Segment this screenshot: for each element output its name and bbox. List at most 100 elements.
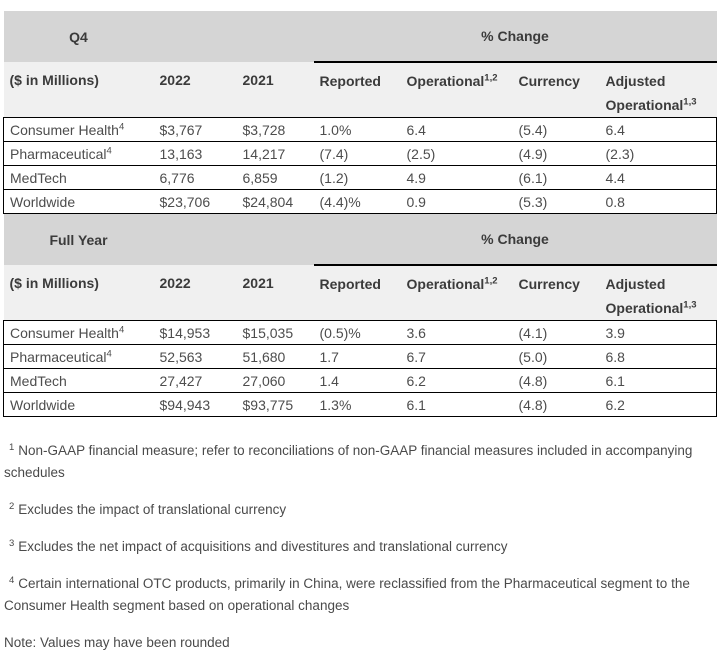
segment-cell: Pharmaceutical4 xyxy=(3,344,154,369)
footnote-ref: 1,2 xyxy=(484,72,498,84)
segment-cell: Consumer Health4 xyxy=(3,320,154,345)
footnote-3: 3 Excludes the net impact of acquisitions… xyxy=(4,536,706,558)
footnote-number: 2 xyxy=(9,500,15,512)
value-2021-cell: 6,859 xyxy=(236,165,314,190)
col-header-reported: Reported xyxy=(313,264,401,321)
table-row: MedTech 27,427 27,060 1.4 6.2 (4.8) 6.1 xyxy=(3,368,717,393)
operational-cell: 3.6 xyxy=(400,320,513,345)
reported-cell: 1.4 xyxy=(313,368,401,393)
segment-cell: Consumer Health4 xyxy=(3,117,154,142)
segment-label: MedTech xyxy=(10,372,67,389)
col-header-money: ($ in Millions) xyxy=(9,275,99,291)
value-2022-cell: 6,776 xyxy=(153,165,237,190)
reported-cell: (4.4)% xyxy=(313,189,401,214)
full-year-section-band: Full Year % Change xyxy=(3,214,717,265)
footnote-2: 2 Excludes the impact of translational cu… xyxy=(4,499,706,521)
footnote-text: Excludes the impact of translational cur… xyxy=(18,502,287,517)
footnote-text: Excludes the net impact of acquisitions … xyxy=(18,539,508,554)
value-2021-cell: $93,775 xyxy=(236,392,314,417)
col-header-2022: 2022 xyxy=(159,275,191,291)
value-2021-cell: 27,060 xyxy=(236,368,314,393)
full-year-results-table: Full Year % Change ($ in Millions) 2022 … xyxy=(3,214,717,417)
currency-cell: (4.1) xyxy=(512,320,600,345)
q4-column-header-row: ($ in Millions) 2022 2021 Reported Opera… xyxy=(3,61,717,118)
band-spacer xyxy=(154,214,314,265)
adjusted-cell: 4.4 xyxy=(599,165,717,190)
footnote-number: 3 xyxy=(9,537,15,549)
value-2022-cell: 27,427 xyxy=(153,368,237,393)
value-2021-cell: 51,680 xyxy=(236,344,314,369)
value-2022-cell: $23,706 xyxy=(153,189,237,214)
col-header-operational-label: Operational xyxy=(406,276,485,292)
footnote-1: 1 Non-GAAP financial measure; refer to re… xyxy=(4,440,706,484)
pct-change-label: % Change xyxy=(481,231,549,247)
operational-cell: 0.9 xyxy=(400,189,513,214)
value-2021-cell: 14,217 xyxy=(236,141,314,166)
adjusted-cell: (2.3) xyxy=(599,141,717,166)
footnote-ref: 4 xyxy=(118,120,125,132)
col-header-currency: Currency xyxy=(512,264,600,321)
table-row: Consumer Health4 $14,953 $15,035 (0.5)% … xyxy=(3,320,717,345)
col-header-operational-label: Operational xyxy=(406,73,485,89)
footnote-ref: 4 xyxy=(106,347,112,359)
period-label: Q4 xyxy=(69,28,88,45)
operational-cell: 6.7 xyxy=(400,344,513,369)
value-2021-cell: $3,728 xyxy=(236,117,314,142)
segment-label: Pharmaceutical xyxy=(10,145,107,162)
q4-results-table: Q4 % Change ($ in Millions) 2022 2021 Re… xyxy=(3,11,717,214)
col-header-money: ($ in Millions) xyxy=(9,72,99,88)
value-2022-cell: 52,563 xyxy=(153,344,237,369)
footnote-ref: 1,3 xyxy=(683,299,697,311)
adjusted-cell: 6.2 xyxy=(599,392,717,417)
table-row: MedTech 6,776 6,859 (1.2) 4.9 (6.1) 4.4 xyxy=(3,165,717,190)
value-2022-cell: $94,943 xyxy=(153,392,237,417)
adjusted-cell: 6.4 xyxy=(599,117,717,142)
value-2021-cell: $15,035 xyxy=(236,320,314,345)
col-header-adjusted: Adjusted Operational1,3 xyxy=(599,264,717,321)
footnote-text: Non-GAAP financial measure; refer to rec… xyxy=(4,443,693,480)
operational-cell: 4.9 xyxy=(400,165,513,190)
col-header-2021: 2021 xyxy=(242,72,274,88)
reported-cell: (1.2) xyxy=(313,165,401,190)
reported-cell: 1.3% xyxy=(313,392,401,417)
operational-cell: 6.1 xyxy=(400,392,513,417)
currency-cell: (6.1) xyxy=(512,165,600,190)
rounding-note: Note: Values may have been rounded xyxy=(4,635,230,650)
col-header-2022: 2022 xyxy=(159,72,191,88)
col-header-adjusted: Adjusted Operational1,3 xyxy=(599,61,717,118)
segment-label: MedTech xyxy=(10,169,67,186)
operational-cell: 6.4 xyxy=(400,117,513,142)
q4-section-band: Q4 % Change xyxy=(3,11,717,62)
col-header-operational: Operational1,2 xyxy=(400,264,513,321)
table-row: Pharmaceutical4 13,163 14,217 (7.4) (2.5… xyxy=(3,141,717,166)
segment-cell: Pharmaceutical4 xyxy=(3,141,154,166)
col-header-currency: Currency xyxy=(512,61,600,118)
currency-cell: (4.9) xyxy=(512,141,600,166)
footnote-ref: 4 xyxy=(106,144,112,156)
col-header-2021: 2021 xyxy=(242,275,274,291)
table-row: Pharmaceutical4 52,563 51,680 1.7 6.7 (5… xyxy=(3,344,717,369)
band-spacer xyxy=(154,11,314,62)
segment-cell: Worldwide xyxy=(3,189,154,214)
currency-cell: (4.8) xyxy=(512,392,600,417)
segment-label: Worldwide xyxy=(10,396,76,413)
segment-label: Worldwide xyxy=(10,193,76,210)
reported-cell: (0.5)% xyxy=(313,320,401,345)
value-2022-cell: $14,953 xyxy=(153,320,237,345)
footnote-number: 4 xyxy=(9,574,15,586)
currency-cell: (4.8) xyxy=(512,368,600,393)
value-2022-cell: 13,163 xyxy=(153,141,237,166)
adjusted-cell: 6.8 xyxy=(599,344,717,369)
col-header-operational: Operational1,2 xyxy=(400,61,513,118)
full-year-column-header-row: ($ in Millions) 2022 2021 Reported Opera… xyxy=(3,264,717,321)
operational-cell: 6.2 xyxy=(400,368,513,393)
adjusted-cell: 0.8 xyxy=(599,189,717,214)
segment-label: Consumer Health xyxy=(10,121,119,138)
table-row: Worldwide $94,943 $93,775 1.3% 6.1 (4.8)… xyxy=(3,392,717,417)
footnote-text: Certain international OTC products, prim… xyxy=(4,576,690,613)
col-header-adjusted-label: Adjusted Operational xyxy=(605,73,684,113)
footnote-number: 1 xyxy=(9,441,15,453)
segment-label: Consumer Health xyxy=(10,324,119,341)
adjusted-cell: 3.9 xyxy=(599,320,717,345)
